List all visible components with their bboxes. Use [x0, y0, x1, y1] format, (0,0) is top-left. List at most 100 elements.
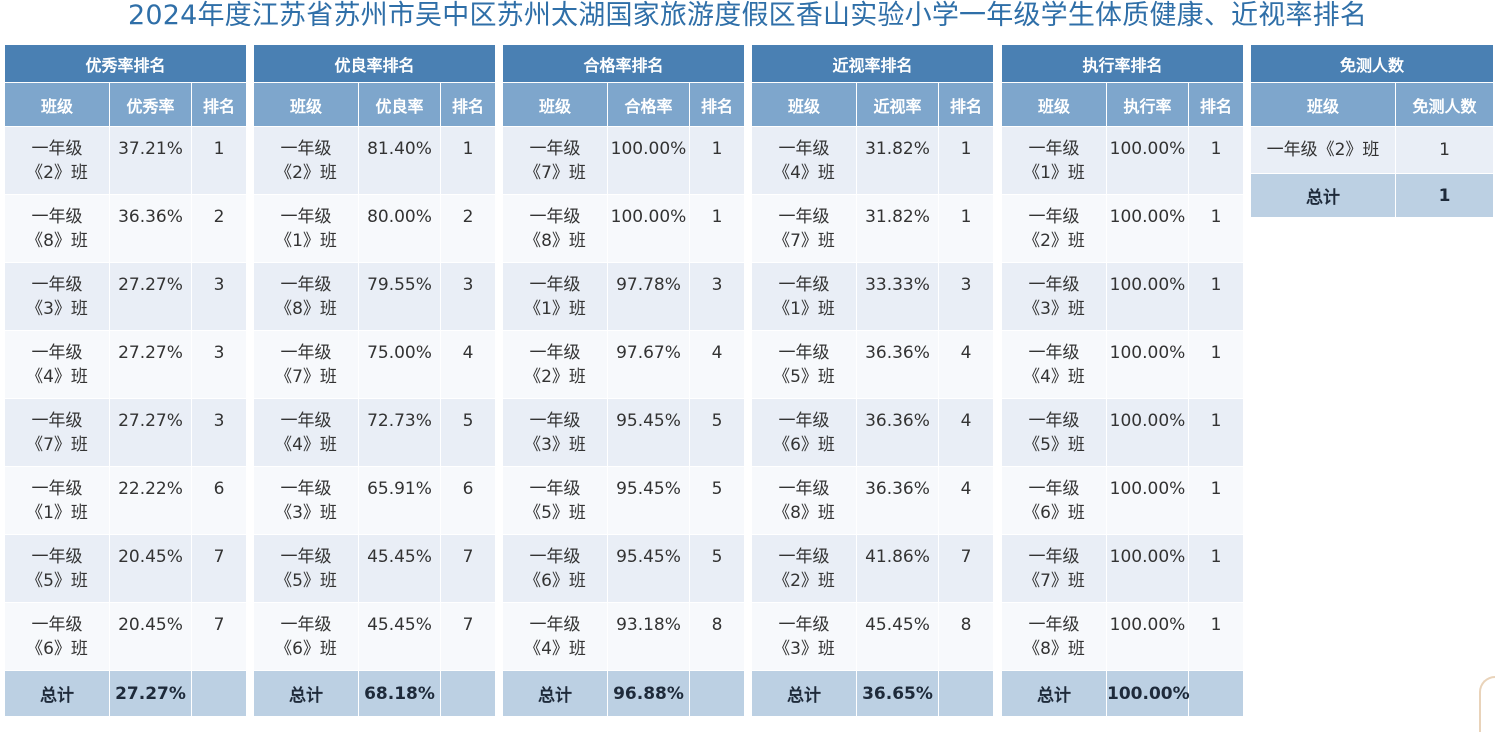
rank-cell: 1: [937, 126, 995, 195]
table-row: 一年级 《5》班 100.00% 1: [1001, 398, 1245, 467]
value-cell: 72.73%: [358, 398, 441, 467]
exempt-panel: 免测人数 班级 免测人数 一年级《2》班 1 总计 1: [1249, 44, 1495, 218]
class-label: 《2》班: [524, 367, 586, 387]
column-header-count: 免测人数: [1394, 82, 1495, 127]
table-row: 一年级 《2》班 100.00% 1: [1001, 194, 1245, 263]
panel-header: 优秀率排名: [3, 44, 248, 83]
class-label: 《2》班: [1023, 231, 1085, 251]
excellent-rate-table: 优秀率排名 班级 优秀率 排名 一年级 《2》班 37.21% 1 一年级 《8》班 36.36% 2…: [3, 44, 248, 717]
grade-label: 一年级: [31, 275, 83, 295]
class-label: 《4》班: [524, 639, 586, 659]
grade-label: 一年级: [778, 411, 830, 431]
table-row: 一年级 《4》班 72.73% 5: [253, 398, 497, 467]
table-row: 一年级 《4》班 27.27% 3: [4, 330, 248, 399]
value-cell: 20.45%: [109, 534, 192, 603]
panel-header: 执行率排名: [1000, 44, 1245, 83]
column-header-rank: 排名: [1187, 82, 1245, 127]
column-header-value: 优秀率: [109, 82, 192, 127]
table-row: 一年级 《3》班 27.27% 3: [4, 262, 248, 331]
rank-cell: 7: [439, 534, 497, 603]
decorative-ornament: [1479, 676, 1495, 732]
grade-label: 一年级: [1028, 615, 1080, 635]
table-row: 一年级 《4》班 31.82% 1: [751, 126, 995, 195]
grade-label: 一年级: [778, 139, 830, 159]
total-value: 68.18%: [358, 670, 441, 717]
class-cell: 一年级 《7》班: [253, 330, 359, 399]
excellent-rate-panel: 优秀率排名 班级 优秀率 排名 一年级 《2》班 37.21% 1 一年级 《8》班 36.36% 2…: [3, 44, 248, 717]
rank-cell: 3: [190, 330, 248, 399]
class-cell: 一年级 《5》班: [751, 330, 857, 399]
pass-rate-table: 合格率排名 班级 合格率 排名 一年级 《7》班 100.00% 1 一年级 《8》班 100.00…: [501, 44, 746, 717]
class-label: 《3》班: [26, 299, 88, 319]
rank-cell: 1: [1187, 534, 1245, 603]
rank-cell: 1: [439, 126, 497, 195]
rank-cell: 8: [688, 602, 746, 671]
table-row: 一年级 《7》班 75.00% 4: [253, 330, 497, 399]
class-label: 《6》班: [1023, 503, 1085, 523]
table-row: 一年级 《3》班 95.45% 5: [502, 398, 746, 467]
table-row: 一年级 《5》班 36.36% 4: [751, 330, 995, 399]
class-cell: 一年级《2》班: [4, 126, 110, 195]
total-rank-empty: [937, 670, 995, 717]
execution-rate-table: 执行率排名 班级 执行率 排名 一年级 《1》班 100.00% 1 一年级 《2》班 100.00…: [1000, 44, 1245, 717]
class-label: 《6》班: [275, 639, 337, 659]
exempt-header: 免测人数: [1249, 44, 1495, 83]
column-header-value: 优良率: [358, 82, 441, 127]
class-label: 《3》班: [1023, 299, 1085, 319]
value-cell: 22.22%: [109, 466, 192, 535]
value-cell: 81.40%: [358, 126, 441, 195]
good-rate-table: 优良率排名 班级 优良率 排名 一年级 《2》班 81.40% 1 一年级 《1》班 80.00% 2…: [252, 44, 497, 717]
class-cell: 一年级 《8》班: [253, 262, 359, 331]
grade-label: 一年级: [529, 615, 581, 635]
total-row: 总计 36.65%: [751, 670, 995, 717]
table-row: 一年级 《6》班 45.45% 7: [253, 602, 497, 671]
grade-label: 一年级: [31, 343, 83, 363]
class-label: 《4》班: [275, 435, 337, 455]
grade-label: 一年级: [529, 139, 581, 159]
rank-cell: 1: [1187, 262, 1245, 331]
class-cell: 一年级《2》班: [751, 534, 857, 603]
class-cell: 一年级《8》班: [751, 466, 857, 535]
table-row: 一年级《2》班 1: [1250, 126, 1495, 174]
class-label: 《1》班: [524, 299, 586, 319]
class-label: 《7》班: [275, 367, 337, 387]
class-cell: 一年级 《4》班: [253, 398, 359, 467]
value-cell: 100.00%: [607, 194, 690, 263]
panel-header: 合格率排名: [501, 44, 746, 83]
class-label: 《8》班: [773, 503, 835, 523]
class-cell: 一年级 《7》班: [751, 194, 857, 263]
class-cell: 一年级 《4》班: [751, 126, 857, 195]
grade-label: 一年级: [1028, 411, 1080, 431]
value-cell: 27.27%: [109, 398, 192, 467]
class-cell: 一年级 《1》班: [1001, 126, 1107, 195]
class-label: 《5》班: [773, 367, 835, 387]
column-header-class: 班级: [1250, 82, 1396, 127]
class-label: 《4》班: [26, 367, 88, 387]
column-header-class: 班级: [1001, 82, 1107, 127]
class-label: 《1》班: [773, 299, 835, 319]
class-label: 《2》班: [26, 163, 88, 183]
value-cell: 41.86%: [856, 534, 939, 603]
total-label: 总计: [751, 670, 857, 717]
rank-cell: 1: [688, 126, 746, 195]
table-row: 一年级 《3》班 100.00% 1: [1001, 262, 1245, 331]
grade-label: 一年级: [31, 615, 83, 635]
class-cell: 一年级 《5》班: [502, 466, 608, 535]
rank-cell: 4: [937, 330, 995, 399]
table-row: 一年级 《3》班 45.45% 8: [751, 602, 995, 671]
rank-cell: 2: [190, 194, 248, 263]
table-row: 一年级 《1》班 80.00% 2: [253, 194, 497, 263]
column-header-rank: 排名: [688, 82, 746, 127]
class-cell: 一年级 《6》班: [1001, 466, 1107, 535]
grade-label: 一年级: [1028, 207, 1080, 227]
class-cell: 一年级 《3》班: [253, 466, 359, 535]
rank-cell: 3: [190, 262, 248, 331]
execution-rate-panel: 执行率排名 班级 执行率 排名 一年级 《1》班 100.00% 1 一年级 《2》班 100.00…: [1000, 44, 1245, 717]
rank-cell: 1: [1187, 330, 1245, 399]
class-cell: 一年级《2》班: [502, 330, 608, 399]
column-header-rank: 排名: [439, 82, 497, 127]
rank-cell: 1: [190, 126, 248, 195]
grade-label: 一年级: [778, 479, 830, 499]
total-rank-empty: [1187, 670, 1245, 717]
rank-cell: 1: [1187, 398, 1245, 467]
